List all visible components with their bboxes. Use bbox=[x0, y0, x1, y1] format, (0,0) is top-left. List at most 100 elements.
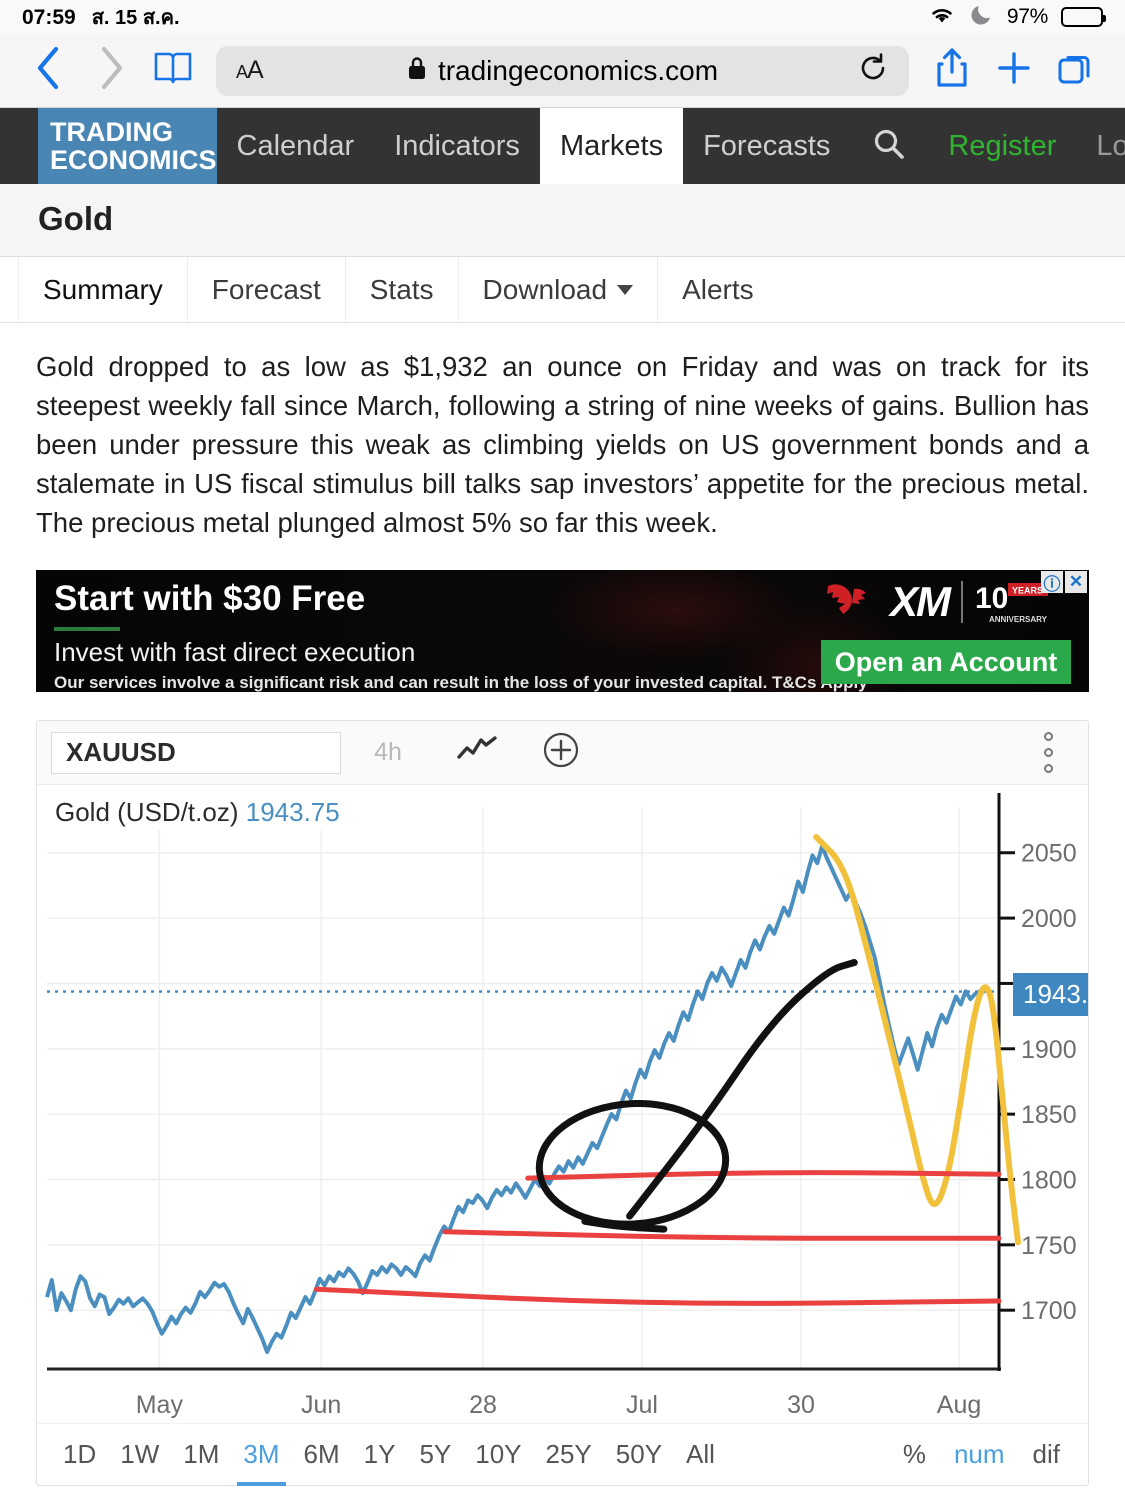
range-5y[interactable]: 5Y bbox=[419, 1439, 452, 1470]
logo-line-2: ECONOMICS bbox=[50, 145, 217, 175]
logo-line-1: TRADING bbox=[50, 116, 173, 147]
url-bar[interactable]: AA tradingeconomics.com bbox=[216, 45, 909, 96]
svg-text:1700: 1700 bbox=[1021, 1297, 1077, 1325]
svg-text:1750: 1750 bbox=[1021, 1232, 1077, 1260]
browser-toolbar: AA tradingeconomics.com bbox=[0, 34, 1125, 108]
tab-download[interactable]: Download bbox=[457, 257, 658, 322]
ad-headline: Start with $30 Free bbox=[54, 579, 366, 619]
svg-text:28: 28 bbox=[469, 1391, 497, 1419]
range-3m[interactable]: 3M bbox=[231, 1433, 291, 1487]
chart-range-bar: 1D 1W 1M 3M 6M 1Y 5Y 10Y 25Y 50Y All % n… bbox=[37, 1423, 1088, 1487]
ad-banner[interactable]: Start with $30 Free Invest with fast dir… bbox=[36, 570, 1089, 693]
ad-brand-name: XM bbox=[890, 578, 951, 626]
ios-status-bar: 07:59 ส. 15 ส.ค. 97% bbox=[0, 0, 1125, 34]
svg-text:1800: 1800 bbox=[1021, 1167, 1077, 1195]
svg-text:Jun: Jun bbox=[301, 1391, 341, 1419]
range-6m[interactable]: 6M bbox=[303, 1439, 340, 1470]
add-indicator-button[interactable] bbox=[519, 731, 603, 774]
series-type-button[interactable] bbox=[435, 736, 519, 769]
tab-label: Alerts bbox=[682, 273, 754, 305]
article-text: Gold dropped to as low as $1,932 an ounc… bbox=[36, 351, 1089, 539]
register-link[interactable]: Register bbox=[928, 108, 1076, 184]
range-1y[interactable]: 1Y bbox=[363, 1439, 396, 1470]
search-button[interactable] bbox=[850, 108, 928, 184]
chart-legend: Gold (USD/t.oz) 1943.75 bbox=[51, 795, 344, 831]
scale-num[interactable]: num bbox=[953, 1439, 1005, 1470]
nav-item-calendar[interactable]: Calendar bbox=[217, 108, 375, 184]
battery-percent: 97% bbox=[1006, 5, 1048, 28]
info-icon[interactable]: ⓘ bbox=[1041, 571, 1063, 594]
close-icon[interactable]: ✕ bbox=[1065, 571, 1087, 594]
range-50y[interactable]: 50Y bbox=[615, 1439, 663, 1470]
share-icon bbox=[935, 47, 969, 94]
text-size-button[interactable]: AA bbox=[236, 56, 264, 84]
ad-divider bbox=[54, 627, 120, 632]
chevron-down-icon bbox=[617, 284, 634, 295]
svg-text:Jul: Jul bbox=[626, 1391, 658, 1419]
nav-item-indicators[interactable]: Indicators bbox=[374, 108, 540, 184]
site-nav-items: Calendar Indicators Markets Forecasts bbox=[217, 108, 851, 184]
page-title: Gold bbox=[0, 184, 1125, 257]
tab-label: Download bbox=[482, 273, 608, 305]
range-1w[interactable]: 1W bbox=[120, 1439, 160, 1470]
range-1m[interactable]: 1M bbox=[183, 1439, 220, 1470]
chart-title: Gold (USD/t.oz) bbox=[55, 797, 239, 828]
nav-item-forecasts[interactable]: Forecasts bbox=[683, 108, 850, 184]
tab-label: Summary bbox=[43, 273, 163, 305]
moon-icon bbox=[970, 2, 994, 32]
interval-selector[interactable]: 4h bbox=[374, 738, 402, 767]
chart-menu-button[interactable] bbox=[1022, 732, 1074, 774]
url-text: tradingeconomics.com bbox=[437, 54, 719, 86]
book-icon bbox=[153, 50, 193, 91]
svg-text:1900: 1900 bbox=[1021, 1036, 1077, 1064]
price-tag: 1943.75 bbox=[1013, 972, 1117, 1016]
chart-card: 4h Gold (USD/t.oz) 1943.75 2050200019501… bbox=[36, 720, 1117, 1487]
forward-button[interactable] bbox=[82, 43, 140, 99]
bookmarks-button[interactable] bbox=[144, 43, 202, 99]
tab-summary[interactable]: Summary bbox=[18, 257, 187, 322]
tab-stats[interactable]: Stats bbox=[344, 257, 458, 322]
svg-text:YEARS: YEARS bbox=[1012, 586, 1043, 596]
more-vertical-icon bbox=[1043, 732, 1053, 742]
range-all[interactable]: All bbox=[686, 1439, 715, 1470]
range-10y[interactable]: 10Y bbox=[475, 1439, 522, 1470]
lock-icon bbox=[407, 55, 427, 86]
scale-percent[interactable]: % bbox=[902, 1439, 926, 1470]
tab-forecast[interactable]: Forecast bbox=[186, 257, 345, 322]
ad-brand-lockup: XM 10 YEARS ANNIVERSARY bbox=[824, 578, 1051, 626]
battery-icon bbox=[1061, 7, 1106, 27]
nav-item-markets[interactable]: Markets bbox=[539, 108, 684, 184]
range-1d[interactable]: 1D bbox=[63, 1439, 97, 1470]
symbol-input[interactable] bbox=[51, 731, 341, 774]
chart-last-value: 1943.75 bbox=[245, 797, 340, 828]
tab-label: Stats bbox=[369, 273, 434, 305]
register-label: Register bbox=[948, 129, 1057, 162]
ad-subline: Invest with fast direct execution bbox=[54, 637, 416, 668]
scale-dif[interactable]: dif bbox=[1032, 1439, 1060, 1470]
range-25y[interactable]: 25Y bbox=[545, 1439, 592, 1470]
chevron-right-icon bbox=[96, 45, 126, 96]
site-nav: TRADING ECONOMICS Calendar Indicators Ma… bbox=[0, 108, 1125, 184]
tab-alerts[interactable]: Alerts bbox=[657, 257, 778, 322]
ad-brand-divider bbox=[961, 581, 963, 624]
new-tab-button[interactable] bbox=[985, 43, 1043, 99]
chart-plot-area[interactable]: Gold (USD/t.oz) 1943.75 2050200019501900… bbox=[37, 785, 1117, 1424]
anniversary-badge: 10 YEARS ANNIVERSARY bbox=[975, 578, 1051, 626]
ad-cta-button[interactable]: Open an Account bbox=[821, 640, 1071, 685]
login-label: Login bbox=[1096, 129, 1125, 162]
nav-label: Indicators bbox=[394, 129, 520, 162]
back-button[interactable] bbox=[20, 43, 78, 99]
tabs-button[interactable] bbox=[1047, 43, 1105, 99]
plus-icon bbox=[996, 50, 1032, 91]
svg-text:2000: 2000 bbox=[1021, 905, 1077, 933]
chart-svg: 20502000195019001850180017501700MayJun28… bbox=[45, 793, 1077, 1419]
tabs-icon bbox=[1057, 50, 1095, 91]
nav-label: Forecasts bbox=[703, 129, 831, 162]
login-link[interactable]: Login bbox=[1076, 108, 1125, 184]
reload-button[interactable] bbox=[857, 52, 889, 89]
share-button[interactable] bbox=[923, 43, 981, 99]
nav-label: Calendar bbox=[236, 129, 355, 162]
status-time: 07:59 bbox=[22, 6, 76, 29]
svg-text:2050: 2050 bbox=[1021, 840, 1077, 868]
site-logo[interactable]: TRADING ECONOMICS bbox=[38, 108, 217, 184]
